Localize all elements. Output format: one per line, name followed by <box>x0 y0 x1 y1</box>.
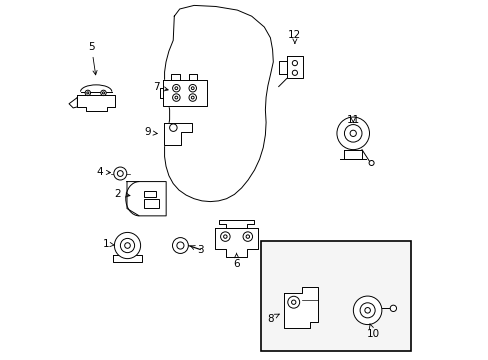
Circle shape <box>191 87 194 90</box>
Text: 6: 6 <box>233 253 240 269</box>
Circle shape <box>101 90 106 96</box>
Circle shape <box>175 96 178 99</box>
Circle shape <box>114 233 141 258</box>
Polygon shape <box>163 123 192 145</box>
Circle shape <box>349 130 356 136</box>
Circle shape <box>353 296 381 325</box>
Circle shape <box>243 232 252 241</box>
Polygon shape <box>278 60 286 74</box>
Polygon shape <box>112 255 142 262</box>
Text: 3: 3 <box>190 245 203 255</box>
Circle shape <box>188 85 196 92</box>
Circle shape <box>292 60 297 66</box>
Circle shape <box>172 238 188 253</box>
Polygon shape <box>77 95 115 111</box>
Text: 12: 12 <box>288 30 301 43</box>
Bar <box>260 241 410 351</box>
Circle shape <box>191 96 194 99</box>
Text: 2: 2 <box>114 189 130 199</box>
Circle shape <box>220 232 230 241</box>
Circle shape <box>86 92 89 94</box>
Bar <box>144 199 159 208</box>
Polygon shape <box>284 287 317 328</box>
Circle shape <box>114 167 126 180</box>
Circle shape <box>368 161 373 166</box>
Circle shape <box>169 124 177 131</box>
Circle shape <box>287 296 299 308</box>
Circle shape <box>344 125 361 142</box>
Circle shape <box>188 94 196 101</box>
Polygon shape <box>286 56 303 78</box>
Circle shape <box>172 85 180 92</box>
Circle shape <box>85 90 90 96</box>
Text: 4: 4 <box>96 167 110 177</box>
Circle shape <box>124 243 130 248</box>
Circle shape <box>291 300 295 304</box>
Polygon shape <box>127 181 166 216</box>
Polygon shape <box>163 80 207 106</box>
Text: 11: 11 <box>346 114 359 125</box>
Circle shape <box>102 92 104 94</box>
Text: 10: 10 <box>366 324 379 339</box>
Circle shape <box>389 305 396 311</box>
Text: 8: 8 <box>266 314 279 324</box>
Polygon shape <box>69 98 77 108</box>
Circle shape <box>172 94 180 101</box>
Polygon shape <box>219 220 253 228</box>
Circle shape <box>359 303 374 318</box>
Circle shape <box>117 171 123 176</box>
Circle shape <box>223 235 226 238</box>
Circle shape <box>245 235 249 238</box>
Text: 9: 9 <box>143 127 157 138</box>
Polygon shape <box>215 228 258 257</box>
Polygon shape <box>171 74 180 80</box>
Text: 7: 7 <box>153 82 168 92</box>
Circle shape <box>336 117 369 150</box>
Circle shape <box>175 87 178 90</box>
Circle shape <box>177 242 183 249</box>
Bar <box>144 192 156 198</box>
Circle shape <box>120 238 134 253</box>
Text: 5: 5 <box>88 42 97 75</box>
Text: 1: 1 <box>102 239 115 249</box>
Circle shape <box>292 70 297 75</box>
Polygon shape <box>188 74 197 80</box>
Polygon shape <box>344 150 361 159</box>
Circle shape <box>364 307 369 313</box>
